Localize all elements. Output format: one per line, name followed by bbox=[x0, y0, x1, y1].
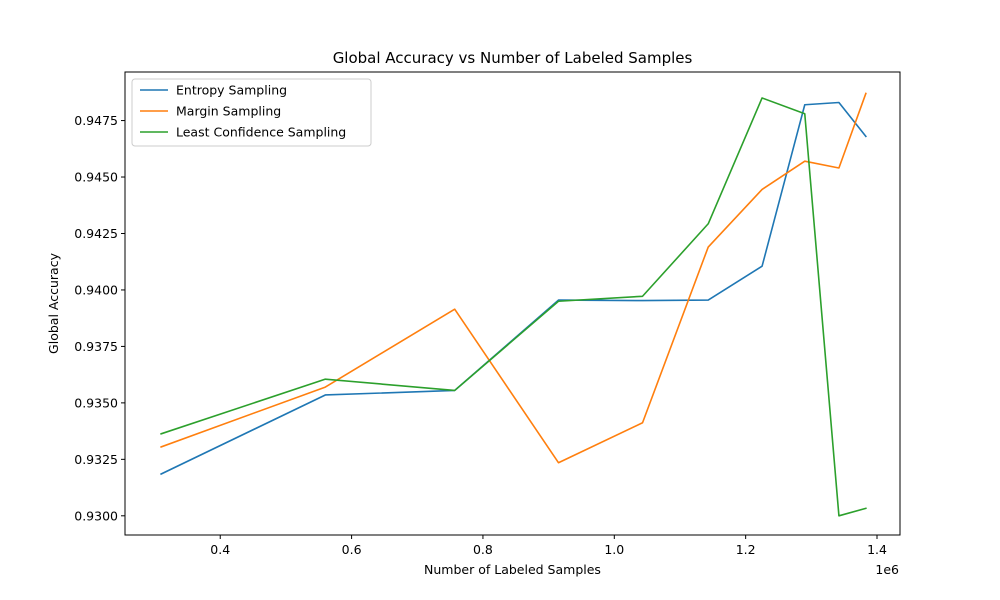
legend-entry-label: Entropy Sampling bbox=[176, 83, 287, 98]
legend-box bbox=[131, 78, 372, 147]
plot-lines bbox=[160, 92, 867, 517]
y-axis-label: Global Accuracy bbox=[46, 252, 61, 354]
y-tick-label: 0.9475 bbox=[74, 113, 118, 128]
x-tick-label: 1.4 bbox=[867, 542, 887, 557]
x-tick-label: 1.0 bbox=[604, 542, 624, 557]
chart-title: Global Accuracy vs Number of Labeled Sam… bbox=[333, 49, 693, 67]
x-axis-label: Number of Labeled Samples bbox=[424, 562, 601, 577]
x-tick-label: 0.6 bbox=[342, 542, 362, 557]
y-tick-label: 0.9300 bbox=[74, 508, 118, 523]
series-line-2 bbox=[160, 92, 867, 464]
y-tick-label: 0.9350 bbox=[74, 395, 118, 410]
y-tick-label: 0.9325 bbox=[74, 452, 118, 467]
plot-frame bbox=[124, 71, 901, 536]
legend: Entropy Sampling Margin Sampling Least Con… bbox=[131, 78, 372, 147]
series-line-1 bbox=[160, 101, 867, 476]
legend-entry-label: Least Confidence Sampling bbox=[176, 125, 346, 140]
series-line-3 bbox=[160, 97, 867, 517]
y-tick-label: 0.9450 bbox=[74, 170, 118, 185]
x-axis: 0.4 0.6 0.8 1.0 1.2 1.4 bbox=[210, 535, 887, 557]
y-axis: 0.9300 0.9325 0.9350 0.9375 0.9400 0.9425 0.94… bbox=[74, 113, 125, 523]
legend-entry-label: Margin Sampling bbox=[176, 104, 281, 119]
y-tick-label: 0.9400 bbox=[74, 282, 118, 297]
x-tick-label: 0.4 bbox=[210, 542, 230, 557]
x-axis-offset-label: 1e6 bbox=[875, 562, 899, 577]
y-tick-label: 0.9425 bbox=[74, 226, 118, 241]
x-tick-label: 0.8 bbox=[473, 542, 493, 557]
y-tick-label: 0.9375 bbox=[74, 339, 118, 354]
x-tick-label: 1.2 bbox=[736, 542, 756, 557]
